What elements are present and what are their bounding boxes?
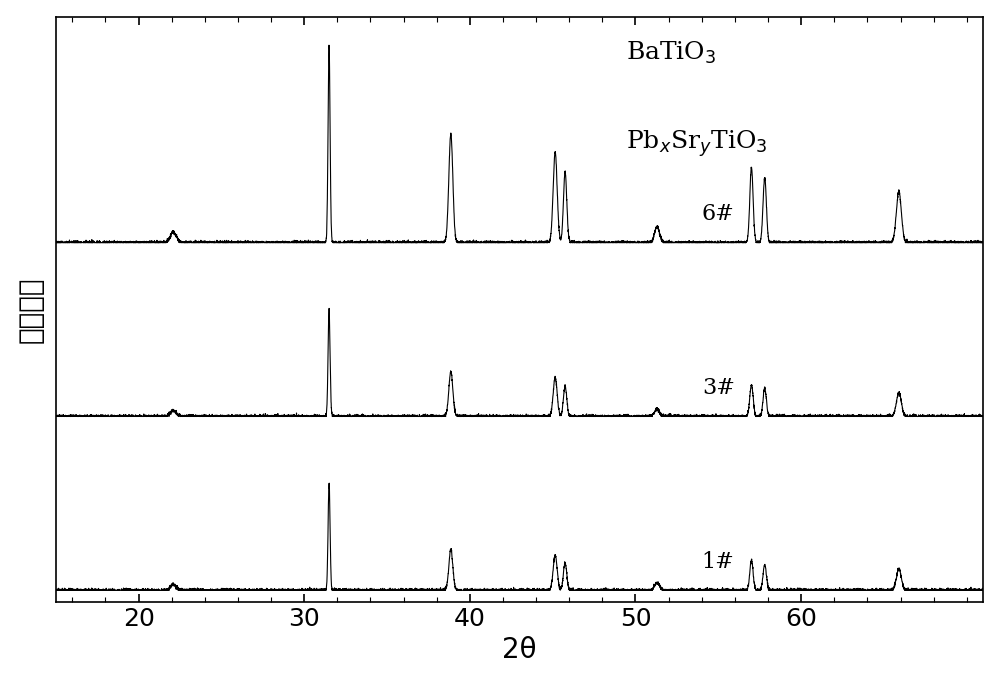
Text: Pb$_x$Sr$_y$TiO$_3$: Pb$_x$Sr$_y$TiO$_3$	[626, 128, 768, 159]
Text: 3#: 3#	[702, 377, 735, 399]
X-axis label: 2θ: 2θ	[502, 636, 537, 665]
Text: 1#: 1#	[702, 551, 735, 573]
Text: 6#: 6#	[702, 203, 735, 225]
Y-axis label: 相对强度: 相对强度	[17, 276, 45, 343]
Text: BaTiO$_3$: BaTiO$_3$	[626, 40, 717, 66]
